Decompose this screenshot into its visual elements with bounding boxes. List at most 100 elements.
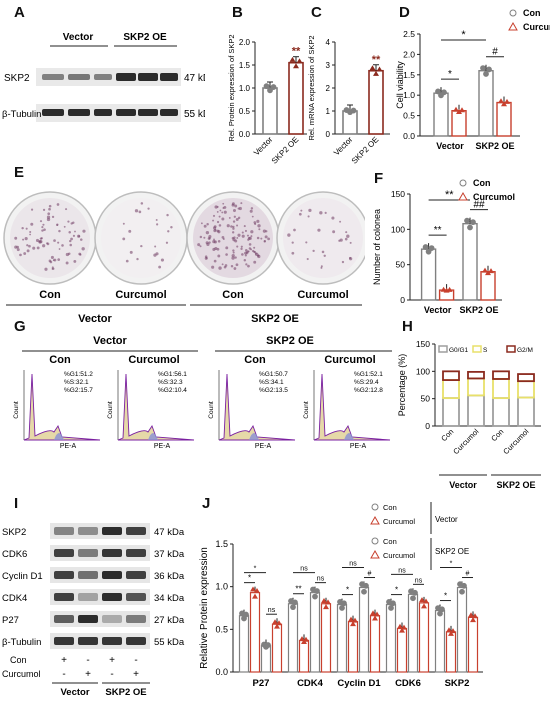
- blot-band: [102, 593, 122, 601]
- legend-marker: [508, 21, 518, 31]
- data-point: [267, 87, 273, 94]
- blot-strip: [50, 589, 150, 605]
- data-point: [439, 606, 445, 613]
- row-protein: β-Tubulin: [2, 109, 41, 120]
- blot-band: [102, 571, 122, 579]
- blot-strip: [50, 633, 150, 649]
- colony: [218, 224, 222, 227]
- colony: [241, 253, 244, 256]
- y-tick-label: 0.0: [215, 667, 228, 677]
- con-sign: -: [86, 655, 89, 666]
- data-point: [274, 623, 280, 629]
- g2-percent: %G2:10.4: [158, 387, 187, 394]
- colony: [331, 216, 335, 220]
- colony: [218, 266, 222, 270]
- significance-label: **: [295, 585, 301, 594]
- significance-label: *: [248, 574, 251, 583]
- colony: [166, 213, 169, 217]
- colony: [228, 216, 231, 219]
- colony: [235, 263, 239, 267]
- blot-band: [126, 571, 146, 579]
- data-point: [399, 627, 405, 633]
- data-point: [425, 248, 432, 255]
- colony: [232, 251, 235, 254]
- chart-f: 0 50 100 150 Number of colonea Vector ** SKP2 O…: [372, 178, 515, 315]
- row-size: 47 kDa: [184, 73, 205, 84]
- colony: [153, 253, 157, 257]
- con-sign: -: [134, 655, 137, 666]
- colony: [204, 255, 208, 258]
- bar: [434, 609, 446, 673]
- histogram-curve: [218, 373, 296, 441]
- colony: [244, 229, 247, 232]
- data-point: [254, 588, 260, 594]
- y-axis-label: Relative Protein expression: [199, 547, 210, 669]
- colony: [306, 257, 309, 261]
- colony: [58, 229, 61, 233]
- colony: [51, 215, 55, 219]
- colony: [349, 241, 352, 244]
- colony: [339, 220, 342, 223]
- blot-band: [78, 615, 98, 623]
- stacked-segment: [517, 380, 535, 399]
- colony: [216, 247, 220, 251]
- blot-band: [54, 549, 74, 557]
- colony: [22, 238, 25, 241]
- data-point: [486, 66, 492, 73]
- colony: [237, 216, 241, 220]
- x-tick-label: Con: [439, 427, 455, 443]
- colony: [257, 224, 261, 228]
- legend-marker: [371, 503, 379, 511]
- group-label-skp2oe: SKP2 OE: [266, 335, 314, 347]
- colony: [154, 245, 157, 248]
- significance-label: #: [466, 571, 470, 578]
- colony: [14, 245, 18, 249]
- data-point: [292, 599, 298, 606]
- colony: [52, 259, 55, 262]
- data-point: [435, 88, 441, 95]
- chart-c: 0 1 2 3 4 Rel. mRNA expression of SKP2 Vector *…: [307, 35, 390, 166]
- data-point: [390, 600, 396, 607]
- colony: [232, 209, 236, 213]
- colony: [212, 247, 216, 251]
- x-tick-label: SKP2: [445, 678, 470, 689]
- blot-strip: [50, 545, 150, 561]
- colony: [30, 222, 34, 226]
- colony: [232, 227, 235, 230]
- con-row-label: Con: [10, 655, 27, 665]
- colony: [243, 225, 246, 228]
- colony: [219, 209, 222, 212]
- significance-label: *: [450, 561, 453, 568]
- bar: [287, 603, 299, 673]
- colony: [236, 224, 239, 227]
- panel-label-e: E: [14, 164, 25, 181]
- curcumol-sign: -: [62, 669, 65, 680]
- colony: [140, 244, 143, 248]
- colony: [232, 220, 236, 223]
- bar: [478, 70, 494, 137]
- legend-label: Curcumol: [383, 517, 415, 526]
- colony: [213, 226, 217, 230]
- colony: [208, 241, 211, 244]
- y-tick-label: 2.0: [239, 38, 251, 47]
- data-point: [459, 107, 465, 113]
- histogram-g2-peak: [344, 433, 354, 440]
- significance-label: ns: [268, 607, 276, 614]
- colony: [267, 237, 270, 241]
- row-protein: CDK6: [2, 549, 27, 560]
- legend-label: Con: [383, 537, 397, 546]
- data-point: [470, 617, 476, 623]
- bar: [480, 271, 496, 301]
- data-point: [459, 588, 465, 595]
- significance-label: ns: [415, 577, 423, 584]
- blot-band: [78, 527, 98, 535]
- colony: [42, 208, 46, 211]
- bar: [249, 592, 261, 673]
- colony: [46, 215, 51, 219]
- group-label-vector: Vector: [93, 335, 127, 347]
- y-tick-label: 1.0: [239, 84, 251, 93]
- colony: [263, 240, 266, 242]
- data-point: [323, 604, 329, 610]
- significance-label: *: [448, 69, 452, 80]
